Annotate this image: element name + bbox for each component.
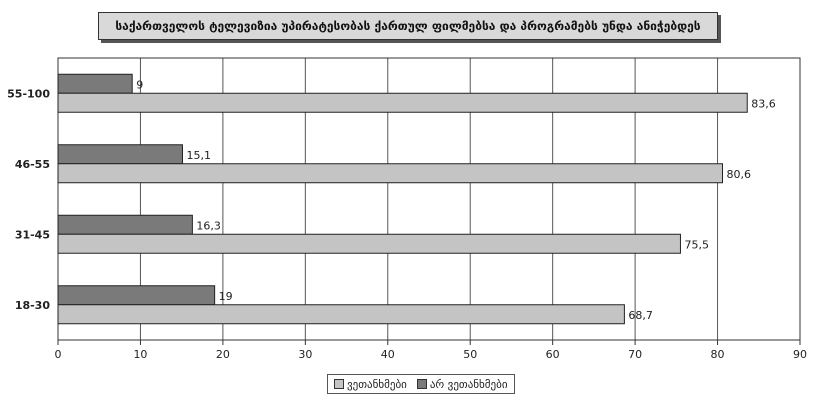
bar <box>57 163 724 184</box>
x-tick-label: 30 <box>298 348 312 361</box>
plot-area <box>57 57 801 341</box>
x-tick-label: 60 <box>546 348 560 361</box>
data-label: 16,3 <box>196 219 221 232</box>
category-label: 18-30 <box>15 299 51 312</box>
data-label: 19 <box>219 290 233 303</box>
category-label: 46-55 <box>15 158 50 171</box>
bar <box>57 73 133 94</box>
chart-legend: ვეთანხმები არ ვეთანხმები <box>327 374 515 394</box>
data-label: 75,5 <box>684 238 709 251</box>
x-tick-label: 90 <box>793 348 807 361</box>
chart-title: საქართველოს ტელევიზია უპირატესობას ქართუ… <box>98 12 718 40</box>
bar <box>57 304 625 325</box>
bar <box>57 144 183 165</box>
bar <box>57 92 748 113</box>
bar <box>57 233 681 254</box>
data-label: 80,6 <box>727 168 752 181</box>
legend-label-agree: ვეთანხმები <box>347 377 407 391</box>
bar <box>57 214 193 235</box>
x-tick-label: 40 <box>381 348 395 361</box>
x-tick-label: 50 <box>463 348 477 361</box>
legend-label-disagree: არ ვეთანხმები <box>429 377 508 391</box>
data-label: 68,7 <box>628 309 653 322</box>
category-label: 31-45 <box>15 228 50 241</box>
data-label: 83,6 <box>751 97 776 110</box>
legend-swatch-agree <box>334 379 344 389</box>
legend-item-disagree: არ ვეთანხმები <box>416 377 508 391</box>
data-label: 9 <box>136 78 143 91</box>
category-label: 55-100 <box>7 87 50 100</box>
x-tick-label: 10 <box>133 348 147 361</box>
legend-swatch-disagree <box>416 379 427 389</box>
x-tick-label: 20 <box>216 348 230 361</box>
x-tick-label: 80 <box>711 348 725 361</box>
x-tick-label: 70 <box>628 348 642 361</box>
bar <box>57 285 216 306</box>
legend-item-agree: ვეთანხმები <box>334 378 407 391</box>
x-tick-label: 0 <box>55 348 62 361</box>
data-label: 15,1 <box>186 149 211 162</box>
